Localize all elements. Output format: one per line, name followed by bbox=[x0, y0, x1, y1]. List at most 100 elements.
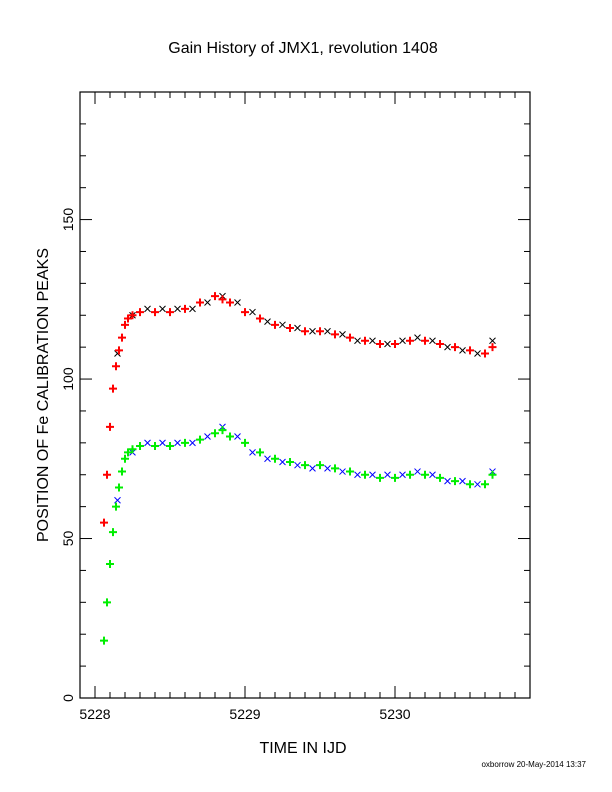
data-point bbox=[234, 299, 241, 306]
data-point bbox=[488, 343, 497, 352]
series-3 bbox=[100, 426, 497, 645]
data-point bbox=[118, 333, 126, 342]
data-point bbox=[301, 327, 309, 336]
x-tick-label: 5229 bbox=[229, 706, 260, 722]
data-point bbox=[128, 445, 137, 454]
data-point bbox=[354, 471, 361, 479]
data-point bbox=[109, 384, 117, 393]
plot-frame bbox=[79, 91, 531, 699]
data-point bbox=[429, 471, 436, 479]
data-point bbox=[331, 330, 339, 339]
series-2 bbox=[114, 423, 496, 504]
data-point bbox=[264, 318, 271, 325]
data-point bbox=[331, 464, 339, 473]
data-point bbox=[316, 327, 324, 336]
data-point bbox=[294, 461, 301, 469]
data-point bbox=[474, 480, 481, 488]
data-point bbox=[376, 339, 384, 348]
data-point bbox=[211, 429, 219, 438]
data-point bbox=[181, 438, 189, 447]
data-point bbox=[109, 528, 117, 537]
data-point bbox=[309, 327, 316, 335]
data-point bbox=[399, 471, 406, 479]
series-0 bbox=[114, 292, 496, 357]
x-tick-label: 5230 bbox=[379, 706, 410, 722]
y-tick-label: 150 bbox=[60, 208, 76, 232]
data-point bbox=[112, 502, 120, 511]
data-point bbox=[271, 320, 279, 329]
data-point bbox=[136, 308, 144, 317]
y-tick-label: 0 bbox=[60, 694, 76, 702]
data-point bbox=[241, 438, 249, 447]
data-point bbox=[369, 471, 376, 479]
footer-credit: oxborrow 20-May-2014 13:37 bbox=[481, 760, 586, 769]
x-tick-label: 5228 bbox=[79, 706, 110, 722]
data-point bbox=[115, 346, 123, 355]
axis-ticks bbox=[79, 91, 531, 699]
data-point bbox=[406, 336, 414, 345]
data-point bbox=[384, 471, 391, 479]
data-point bbox=[151, 442, 159, 451]
data-marks bbox=[100, 292, 497, 645]
y-tick-labels: 0 50 100 150 bbox=[60, 208, 76, 702]
data-point bbox=[189, 439, 196, 447]
data-point bbox=[271, 454, 279, 463]
y-tick-label: 100 bbox=[60, 367, 76, 391]
x-axis-label: TIME IN IJD bbox=[259, 740, 346, 757]
y-axis-label: POSITION OF Fe CALIBRATION PEAKS bbox=[35, 248, 52, 542]
data-point bbox=[324, 465, 331, 472]
data-point bbox=[459, 346, 466, 354]
data-point bbox=[234, 433, 241, 440]
data-point bbox=[196, 435, 204, 444]
data-point bbox=[115, 483, 123, 492]
data-point bbox=[181, 304, 189, 313]
data-point bbox=[249, 449, 256, 456]
data-point bbox=[226, 432, 234, 441]
data-point bbox=[429, 337, 436, 345]
data-point bbox=[391, 339, 399, 348]
data-point bbox=[106, 422, 114, 431]
data-point bbox=[301, 461, 309, 470]
data-point bbox=[451, 343, 459, 352]
data-point bbox=[354, 337, 361, 345]
data-point bbox=[256, 448, 264, 457]
data-point bbox=[136, 442, 144, 451]
data-point bbox=[144, 439, 151, 447]
data-point bbox=[166, 442, 174, 451]
data-point bbox=[121, 454, 129, 463]
data-point bbox=[264, 455, 271, 463]
data-point bbox=[218, 426, 227, 435]
data-point bbox=[144, 305, 151, 313]
data-point bbox=[128, 311, 137, 320]
x-tick-labels: 5228 5229 5230 bbox=[79, 706, 410, 722]
data-point bbox=[159, 305, 166, 313]
data-point bbox=[124, 314, 132, 323]
data-point bbox=[414, 468, 421, 475]
data-point bbox=[466, 480, 474, 489]
data-point bbox=[166, 308, 174, 317]
data-point bbox=[361, 336, 369, 345]
data-point bbox=[100, 518, 108, 527]
data-point bbox=[279, 458, 286, 466]
data-point bbox=[279, 321, 286, 329]
data-point bbox=[414, 334, 421, 341]
data-point bbox=[100, 636, 108, 645]
data-point bbox=[218, 295, 227, 304]
data-point bbox=[444, 477, 451, 485]
data-point bbox=[466, 346, 474, 355]
data-point bbox=[204, 299, 211, 306]
data-point bbox=[481, 349, 489, 358]
data-point bbox=[384, 340, 391, 348]
data-point bbox=[118, 467, 126, 476]
data-point bbox=[436, 473, 444, 482]
data-point bbox=[316, 461, 324, 470]
data-point bbox=[421, 336, 429, 345]
data-point bbox=[339, 331, 346, 338]
data-point bbox=[324, 327, 331, 335]
data-point bbox=[151, 308, 159, 317]
data-point bbox=[106, 560, 114, 569]
data-point bbox=[436, 339, 444, 348]
data-point bbox=[406, 470, 414, 479]
data-point bbox=[124, 448, 132, 457]
